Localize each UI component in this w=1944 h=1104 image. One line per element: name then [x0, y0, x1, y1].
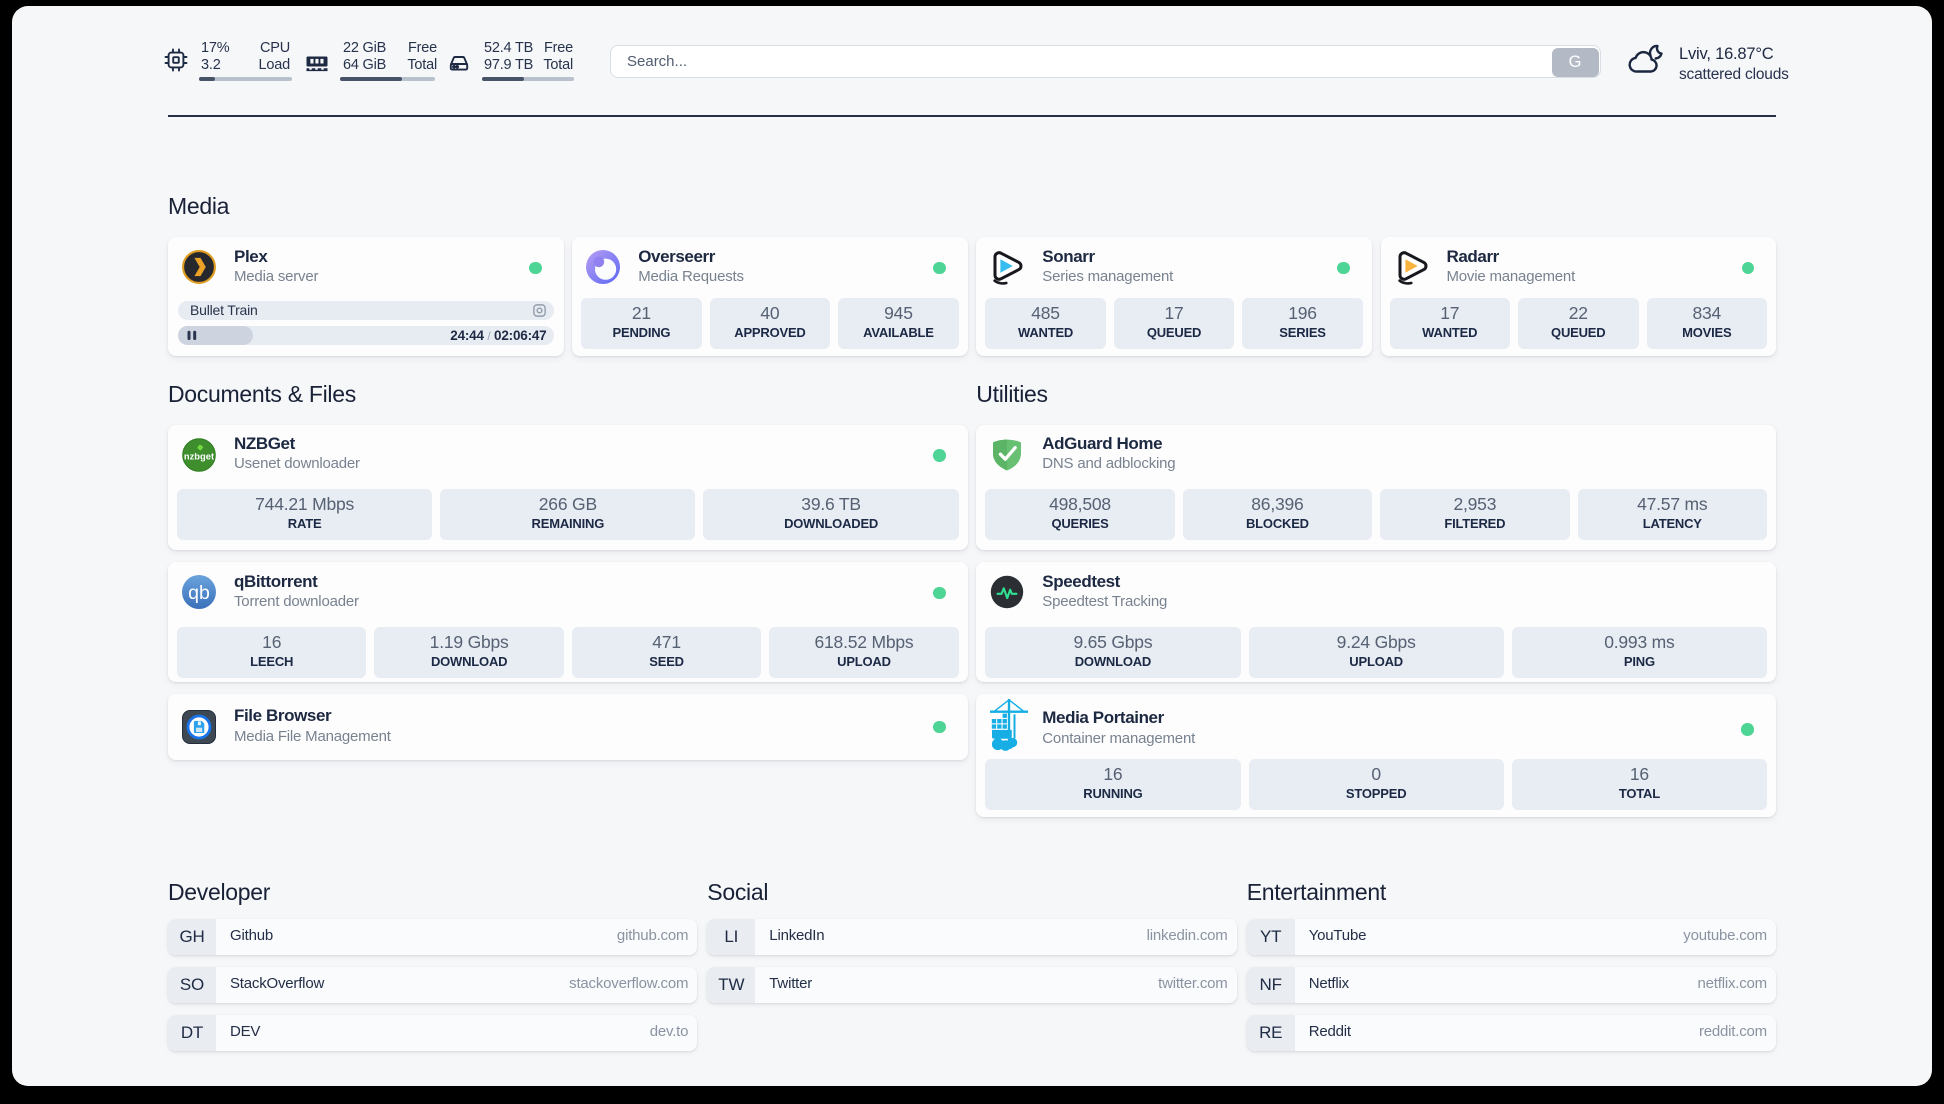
- svg-text:nzbget: nzbget: [184, 450, 214, 461]
- svg-text:qb: qb: [188, 582, 210, 604]
